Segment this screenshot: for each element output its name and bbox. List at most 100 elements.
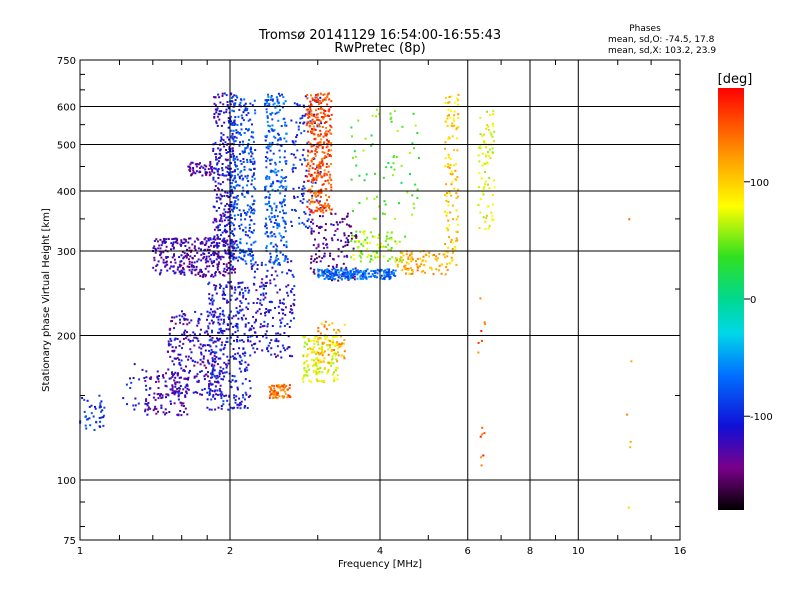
data-point	[404, 264, 407, 267]
data-point	[447, 200, 450, 203]
data-point	[226, 301, 228, 304]
data-point	[250, 267, 253, 270]
data-point	[232, 407, 235, 410]
data-point	[218, 315, 221, 318]
data-point	[491, 151, 494, 154]
data-point	[491, 218, 494, 221]
data-point	[321, 151, 324, 153]
data-point	[342, 271, 345, 274]
x-tick-label: 10	[572, 546, 585, 557]
data-point	[329, 124, 332, 127]
data-point	[280, 169, 283, 172]
data-point	[210, 372, 212, 375]
data-point	[237, 281, 240, 284]
data-point	[309, 210, 312, 213]
data-point	[220, 370, 223, 373]
data-point	[321, 348, 324, 351]
data-point	[317, 194, 320, 197]
data-point	[292, 187, 295, 190]
data-point	[240, 302, 243, 304]
data-point	[266, 323, 269, 326]
data-point	[628, 218, 631, 221]
data-point	[240, 370, 243, 373]
data-point	[393, 217, 396, 220]
data-point	[271, 128, 274, 131]
phase-x-stats: mean, sd,X: 103.2, 23.9	[608, 46, 716, 56]
data-point	[238, 404, 241, 407]
data-point	[317, 274, 320, 277]
data-point	[281, 385, 284, 388]
data-point	[178, 387, 181, 390]
data-point	[346, 215, 349, 218]
data-point	[452, 218, 454, 221]
data-point	[413, 147, 415, 150]
data-point	[207, 327, 210, 330]
data-point	[177, 398, 180, 401]
data-point	[160, 407, 163, 409]
data-point	[187, 376, 190, 379]
data-point	[254, 112, 257, 115]
data-point	[227, 301, 230, 304]
data-point	[410, 256, 413, 259]
data-point	[382, 255, 385, 258]
data-point	[446, 124, 449, 127]
data-point	[320, 225, 323, 228]
data-point	[296, 104, 299, 107]
data-point	[329, 208, 332, 211]
data-point	[324, 320, 327, 323]
data-point	[298, 186, 300, 189]
data-point	[144, 408, 147, 411]
data-point	[103, 406, 106, 409]
data-point	[219, 213, 222, 216]
data-point	[298, 216, 301, 219]
data-point	[267, 99, 270, 101]
data-point	[244, 361, 247, 364]
data-point	[209, 237, 212, 240]
data-point	[306, 142, 309, 145]
data-point	[318, 165, 321, 168]
data-point	[203, 255, 206, 258]
data-point	[445, 97, 447, 99]
data-point	[446, 269, 449, 271]
data-point	[276, 291, 279, 294]
data-point	[181, 242, 184, 245]
data-point	[95, 421, 98, 424]
data-point	[241, 193, 244, 196]
data-point	[488, 155, 491, 157]
data-point	[99, 404, 102, 407]
data-point	[272, 245, 275, 248]
data-point	[240, 133, 242, 136]
data-point	[226, 211, 229, 214]
data-point	[214, 380, 216, 383]
data-point	[215, 393, 218, 396]
data-point	[211, 329, 213, 332]
data-point	[203, 238, 206, 241]
data-point	[183, 271, 186, 274]
data-point	[343, 232, 346, 235]
data-point	[224, 158, 227, 161]
data-point	[355, 236, 358, 239]
data-point	[173, 349, 176, 352]
data-point	[371, 235, 374, 238]
data-point	[268, 260, 271, 263]
data-point	[162, 251, 165, 254]
data-point	[417, 266, 419, 269]
data-point	[250, 219, 253, 222]
data-point	[242, 158, 245, 160]
data-point	[212, 366, 215, 369]
data-point	[227, 143, 230, 145]
data-point	[330, 341, 333, 344]
data-point	[173, 363, 175, 366]
data-point	[418, 265, 421, 268]
data-point	[451, 122, 454, 125]
data-point	[360, 260, 362, 263]
data-point	[482, 133, 485, 136]
data-point	[274, 171, 277, 174]
data-point	[435, 259, 438, 262]
data-point	[275, 259, 278, 262]
data-point	[268, 104, 271, 107]
data-point	[233, 396, 236, 399]
data-point	[222, 309, 225, 312]
data-point	[249, 159, 252, 161]
data-point	[219, 393, 222, 396]
